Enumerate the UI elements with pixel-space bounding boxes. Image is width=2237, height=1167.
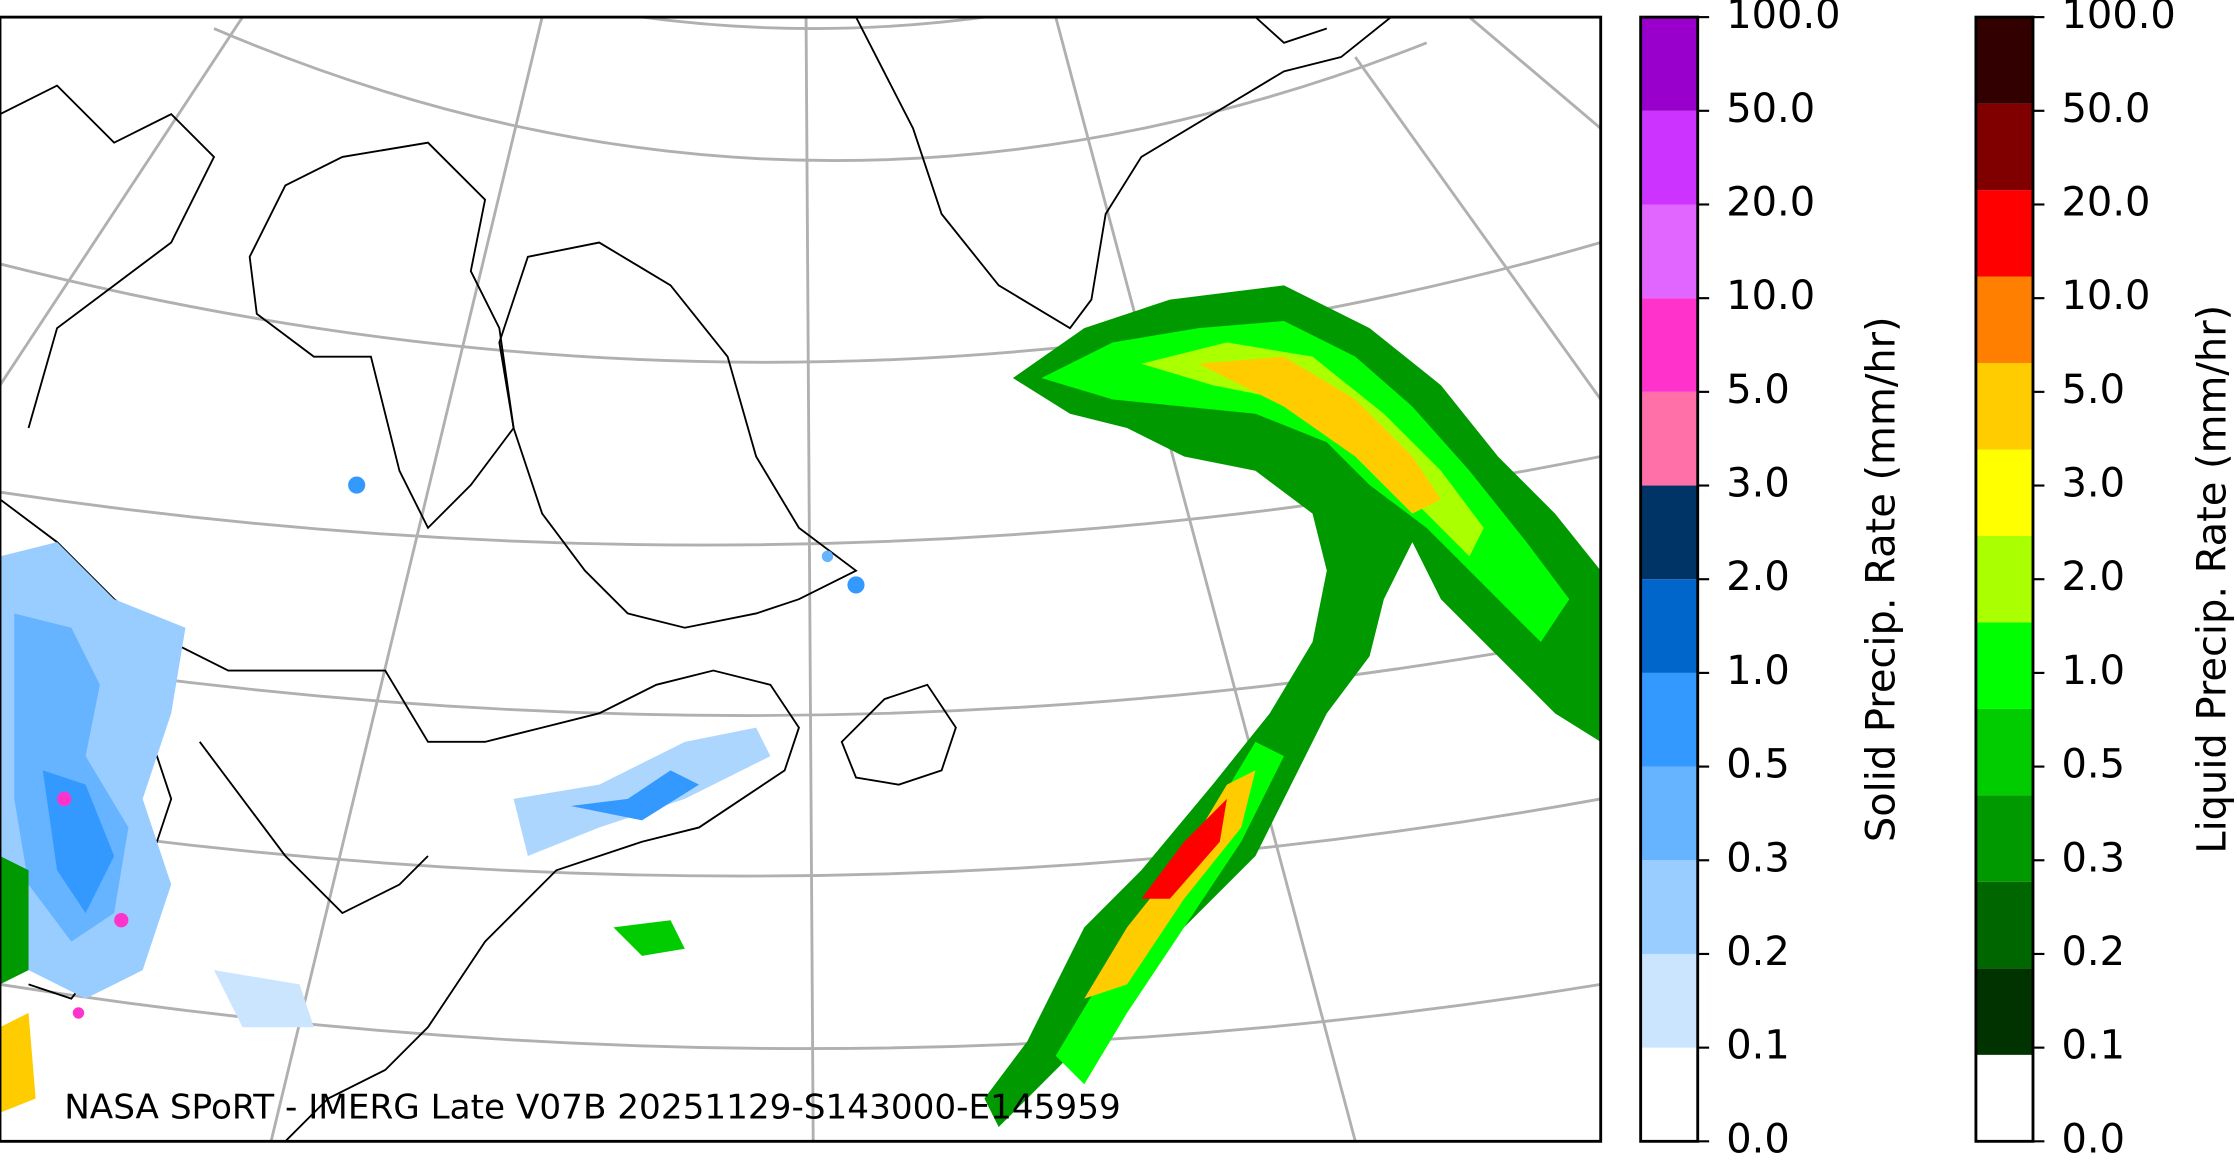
colorbar-segment xyxy=(1640,953,1698,1048)
colorbar-segment xyxy=(1640,1047,1698,1142)
colorbar-segment xyxy=(1640,17,1698,111)
colorbar-tick-label: 10.0 xyxy=(2062,273,2151,319)
colorbar-label: Liquid Precip. Rate (mm/hr) xyxy=(2190,305,2236,854)
colorbar-tick-label: 20.0 xyxy=(2062,179,2151,225)
colorbar-segment xyxy=(1640,579,1698,673)
colorbar-segment xyxy=(1975,17,2033,104)
colorbar-segment xyxy=(1975,795,2033,882)
colorbar-segment xyxy=(1975,535,2033,623)
colorbar-segment xyxy=(1975,1054,2033,1142)
colorbar-segment xyxy=(1975,881,2033,969)
colorbar-segment xyxy=(1640,110,1698,205)
colorbar-segment xyxy=(1975,968,2033,1055)
colorbar-segment xyxy=(1640,485,1698,580)
colorbar-segment xyxy=(1640,204,1698,299)
colorbar-segment xyxy=(1640,298,1698,392)
colorbar-tick-label: 3.0 xyxy=(2062,461,2126,507)
colorbar-tick-label: 20.0 xyxy=(1726,179,1815,225)
map-caption: NASA SPoRT - IMERG Late V07B 20251129-S1… xyxy=(64,1087,1121,1127)
solid-colorbar: 0.0 0.1 0.2 0.3 0.5 1.0 2.0 3.0 5.0 10.0 20.0 50.0 1… xyxy=(1639,0,1905,1162)
colorbar-tick-label: 0.1 xyxy=(2062,1023,2126,1069)
map-frame xyxy=(0,15,1603,1143)
colorbar-segment xyxy=(1640,860,1698,954)
colorbar-tick-label: 0.0 xyxy=(1726,1116,1790,1162)
colorbar-tick-label: 0.5 xyxy=(2062,742,2126,788)
solid-precip xyxy=(0,476,865,1028)
colorbar-segment xyxy=(1975,708,2033,796)
colorbar-segment xyxy=(1975,363,2033,450)
colorbar-label: Solid Precip. Rate (mm/hr) xyxy=(1859,316,1905,842)
colorbar-segment xyxy=(1640,391,1698,486)
colorbar-tick-label: 1.0 xyxy=(1726,648,1790,694)
colorbar-tick-label: 100.0 xyxy=(2062,0,2176,38)
colorbar-segment xyxy=(1975,449,2033,536)
colorbar-segment xyxy=(1975,190,2033,277)
colorbar-segment xyxy=(1975,622,2033,709)
colorbar-tick-label: 3.0 xyxy=(1726,461,1790,507)
colorbar-tick-label: 0.3 xyxy=(1726,835,1790,881)
colorbar-tick-label: 0.5 xyxy=(1726,742,1790,788)
colorbar-segment xyxy=(1640,672,1698,767)
colorbar-tick-label: 2.0 xyxy=(2062,554,2126,600)
colorbar-tick-label: 0.0 xyxy=(2062,1116,2126,1162)
colorbar-tick-label: 2.0 xyxy=(1726,554,1790,600)
colorbar-tick-label: 0.1 xyxy=(1726,1023,1790,1069)
colorbar-tick-label: 50.0 xyxy=(2062,86,2151,132)
colorbar-tick-label: 50.0 xyxy=(1726,86,1815,132)
colorbar-tick-label: 5.0 xyxy=(2062,367,2126,413)
colorbar-segment xyxy=(1640,766,1698,861)
colorbar-tick-label: 1.0 xyxy=(2062,648,2126,694)
colorbar-segment xyxy=(1975,276,2033,364)
colorbar-tick-label: 0.2 xyxy=(1726,929,1790,975)
map xyxy=(0,17,1601,1142)
colorbar-tick-label: 100.0 xyxy=(1726,0,1840,38)
colorbar-tick-label: 5.0 xyxy=(1726,367,1790,413)
colorbar-tick-label: 0.3 xyxy=(2062,835,2126,881)
colorbar-tick-label: 10.0 xyxy=(1726,273,1815,319)
colorbar-segment xyxy=(1975,103,2033,191)
coastlines xyxy=(0,17,1392,1142)
colorbar-tick-label: 0.2 xyxy=(2062,929,2126,975)
liquid-colorbar: 0.0 0.1 0.2 0.3 0.5 1.0 2.0 3.0 5.0 10.0 20.0 50.0 1… xyxy=(1974,0,2236,1162)
liquid-precip xyxy=(0,285,1601,1128)
